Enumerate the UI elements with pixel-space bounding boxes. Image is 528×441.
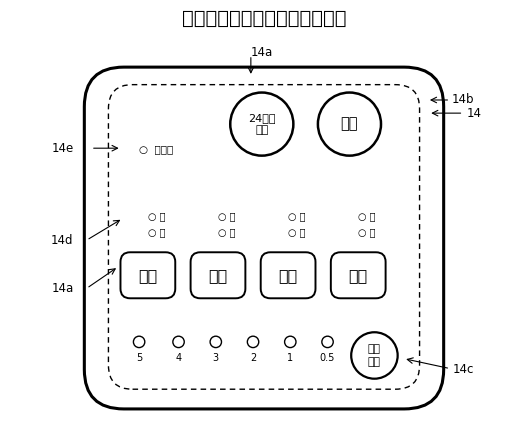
Text: 14a: 14a xyxy=(51,282,73,295)
Text: ○  エラー: ○ エラー xyxy=(139,144,173,154)
Text: ○ 強: ○ 強 xyxy=(218,211,235,221)
Text: 停止: 停止 xyxy=(341,116,358,131)
Text: 2: 2 xyxy=(250,353,256,363)
Text: ○ 弱: ○ 弱 xyxy=(358,227,376,237)
Text: ○ 弱: ○ 弱 xyxy=(218,227,235,237)
Text: 涼風: 涼風 xyxy=(278,268,298,283)
FancyBboxPatch shape xyxy=(331,252,385,298)
Text: 0.5: 0.5 xyxy=(320,353,335,363)
Text: 24時間
換気: 24時間 換気 xyxy=(248,113,276,135)
FancyBboxPatch shape xyxy=(261,252,316,298)
Text: 14b: 14b xyxy=(452,93,475,106)
FancyBboxPatch shape xyxy=(84,67,444,409)
FancyBboxPatch shape xyxy=(191,252,246,298)
Text: 乾燥: 乾燥 xyxy=(209,268,228,283)
Text: ○ 弱: ○ 弱 xyxy=(288,227,306,237)
Text: 14d: 14d xyxy=(51,234,74,247)
Text: 4: 4 xyxy=(175,353,182,363)
Text: ○ 強: ○ 強 xyxy=(148,211,165,221)
Text: 14e: 14e xyxy=(51,142,73,155)
Text: 暖房: 暖房 xyxy=(138,268,157,283)
Text: 14a: 14a xyxy=(251,46,273,59)
Text: 本実施の形態の操作部の構成例: 本実施の形態の操作部の構成例 xyxy=(182,9,346,28)
Text: ○ 強: ○ 強 xyxy=(358,211,376,221)
Text: 換気: 換気 xyxy=(348,268,368,283)
Text: 1: 1 xyxy=(287,353,294,363)
Text: 5: 5 xyxy=(136,353,142,363)
Text: ○ 弱: ○ 弱 xyxy=(148,227,165,237)
FancyBboxPatch shape xyxy=(120,252,175,298)
FancyBboxPatch shape xyxy=(108,85,420,389)
Text: 時間
設定: 時間 設定 xyxy=(368,344,381,366)
Text: 14: 14 xyxy=(467,107,482,120)
Text: 14c: 14c xyxy=(452,363,474,376)
Text: 3: 3 xyxy=(213,353,219,363)
Text: ○ 強: ○ 強 xyxy=(288,211,306,221)
